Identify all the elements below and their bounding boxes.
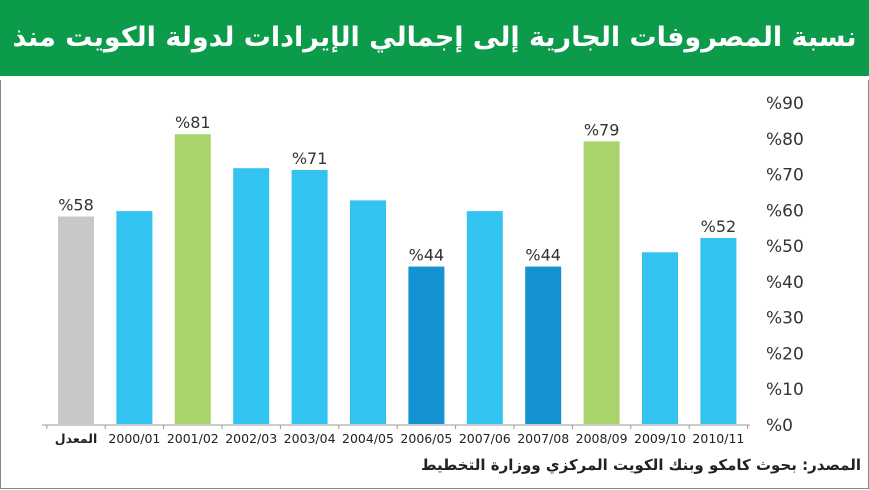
data-label: %52 xyxy=(701,217,737,236)
data-label: %71 xyxy=(292,149,328,168)
y-tick-label: %90 xyxy=(766,94,804,114)
bar xyxy=(350,200,386,424)
bar xyxy=(116,211,153,424)
bar xyxy=(583,141,620,424)
x-tick-label: 2002/03 xyxy=(225,431,277,446)
y-tick-label: %10 xyxy=(766,380,804,400)
y-tick-label: %40 xyxy=(766,273,804,293)
bar xyxy=(408,266,445,424)
bar xyxy=(466,211,503,424)
chart-title: نسبة المصروفات الجارية إلى إجمالي الإيرا… xyxy=(0,0,869,129)
data-label: %44 xyxy=(409,246,445,265)
bar xyxy=(525,266,562,424)
y-tick-label: %20 xyxy=(766,344,804,364)
x-tick-label: 2004/05 xyxy=(342,431,394,446)
data-label: %44 xyxy=(525,246,561,265)
x-tick-label: 2003/04 xyxy=(284,431,336,446)
x-tick-label: 2008/09 xyxy=(576,431,628,446)
y-tick-label: %50 xyxy=(766,237,804,257)
x-tick-label: 2000/01 xyxy=(108,431,160,446)
source-note: المصدر: بحوث كامكو وبنك الكويت المركزي و… xyxy=(421,456,861,474)
x-tick-label: 2009/10 xyxy=(634,431,686,446)
x-tick-label: 2001/02 xyxy=(167,431,219,446)
x-tick-label: 2010/11 xyxy=(692,431,744,446)
bar xyxy=(291,169,328,424)
y-tick-label: %30 xyxy=(766,309,804,329)
bar xyxy=(174,134,211,424)
bar xyxy=(233,168,270,424)
y-tick-label: %0 xyxy=(766,416,793,436)
x-tick-label: 2007/06 xyxy=(459,431,511,446)
y-tick-label: %80 xyxy=(766,130,804,150)
bar xyxy=(58,216,94,424)
data-label: %79 xyxy=(584,120,620,139)
y-tick-label: %70 xyxy=(766,166,804,186)
bar xyxy=(642,252,678,424)
y-tick-label: %60 xyxy=(766,201,804,221)
data-label: %81 xyxy=(175,113,211,132)
x-tick-label: المعدل xyxy=(55,431,97,446)
bar xyxy=(700,237,737,424)
x-tick-label: 2006/05 xyxy=(400,431,452,446)
data-label: %58 xyxy=(58,195,94,214)
x-tick-label: 2007/08 xyxy=(517,431,569,446)
